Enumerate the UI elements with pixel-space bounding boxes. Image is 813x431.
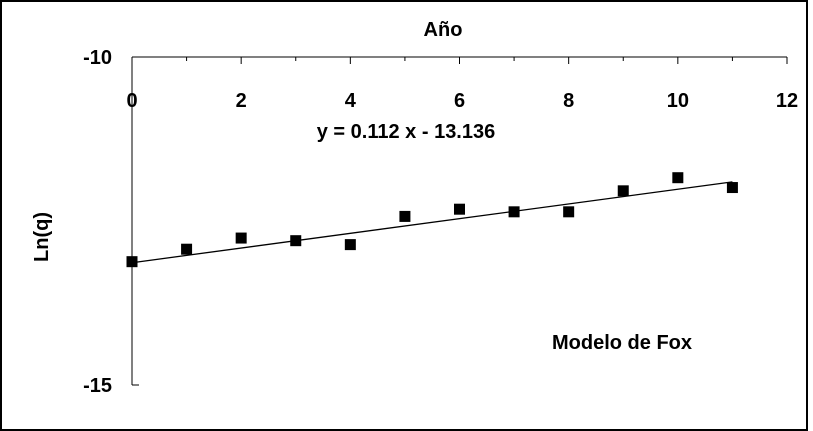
annotation-label: Modelo de Fox: [552, 332, 692, 354]
data-point: [344, 239, 356, 251]
y-ticks: -10 -15: [83, 47, 139, 397]
data-point: [181, 243, 193, 255]
x-tick-label: 0: [126, 90, 137, 112]
axes: 0 2 4 6 8 10 12 -10 -15: [83, 47, 798, 397]
x-tick-label: 10: [667, 90, 689, 112]
x-tick-label: 8: [563, 90, 574, 112]
x-tick-label: 12: [776, 90, 798, 112]
x-tick-label: 4: [345, 90, 357, 112]
data-point: [126, 256, 138, 268]
y-tick-label: -10: [83, 47, 112, 69]
data-point: [235, 232, 247, 244]
x-ticks: 0 2 4 6 8 10 12: [126, 57, 798, 112]
data-point: [454, 203, 465, 215]
trendline: [131, 181, 733, 264]
y-axis-label: Ln(q): [31, 212, 53, 262]
data-point: [563, 206, 575, 218]
data-point: [726, 182, 738, 194]
trendline-equation: y = 0.112 x - 13.136: [317, 121, 496, 143]
data-point: [508, 206, 520, 218]
data-point: [290, 235, 302, 247]
data-points: [126, 172, 738, 268]
data-point: [617, 185, 629, 197]
x-axis-label: Año: [424, 19, 463, 41]
data-point: [399, 210, 411, 222]
x-tick-label: 2: [236, 90, 247, 112]
y-tick-label: -15: [83, 375, 112, 397]
x-tick-label: 6: [454, 90, 465, 112]
data-point: [672, 172, 684, 184]
